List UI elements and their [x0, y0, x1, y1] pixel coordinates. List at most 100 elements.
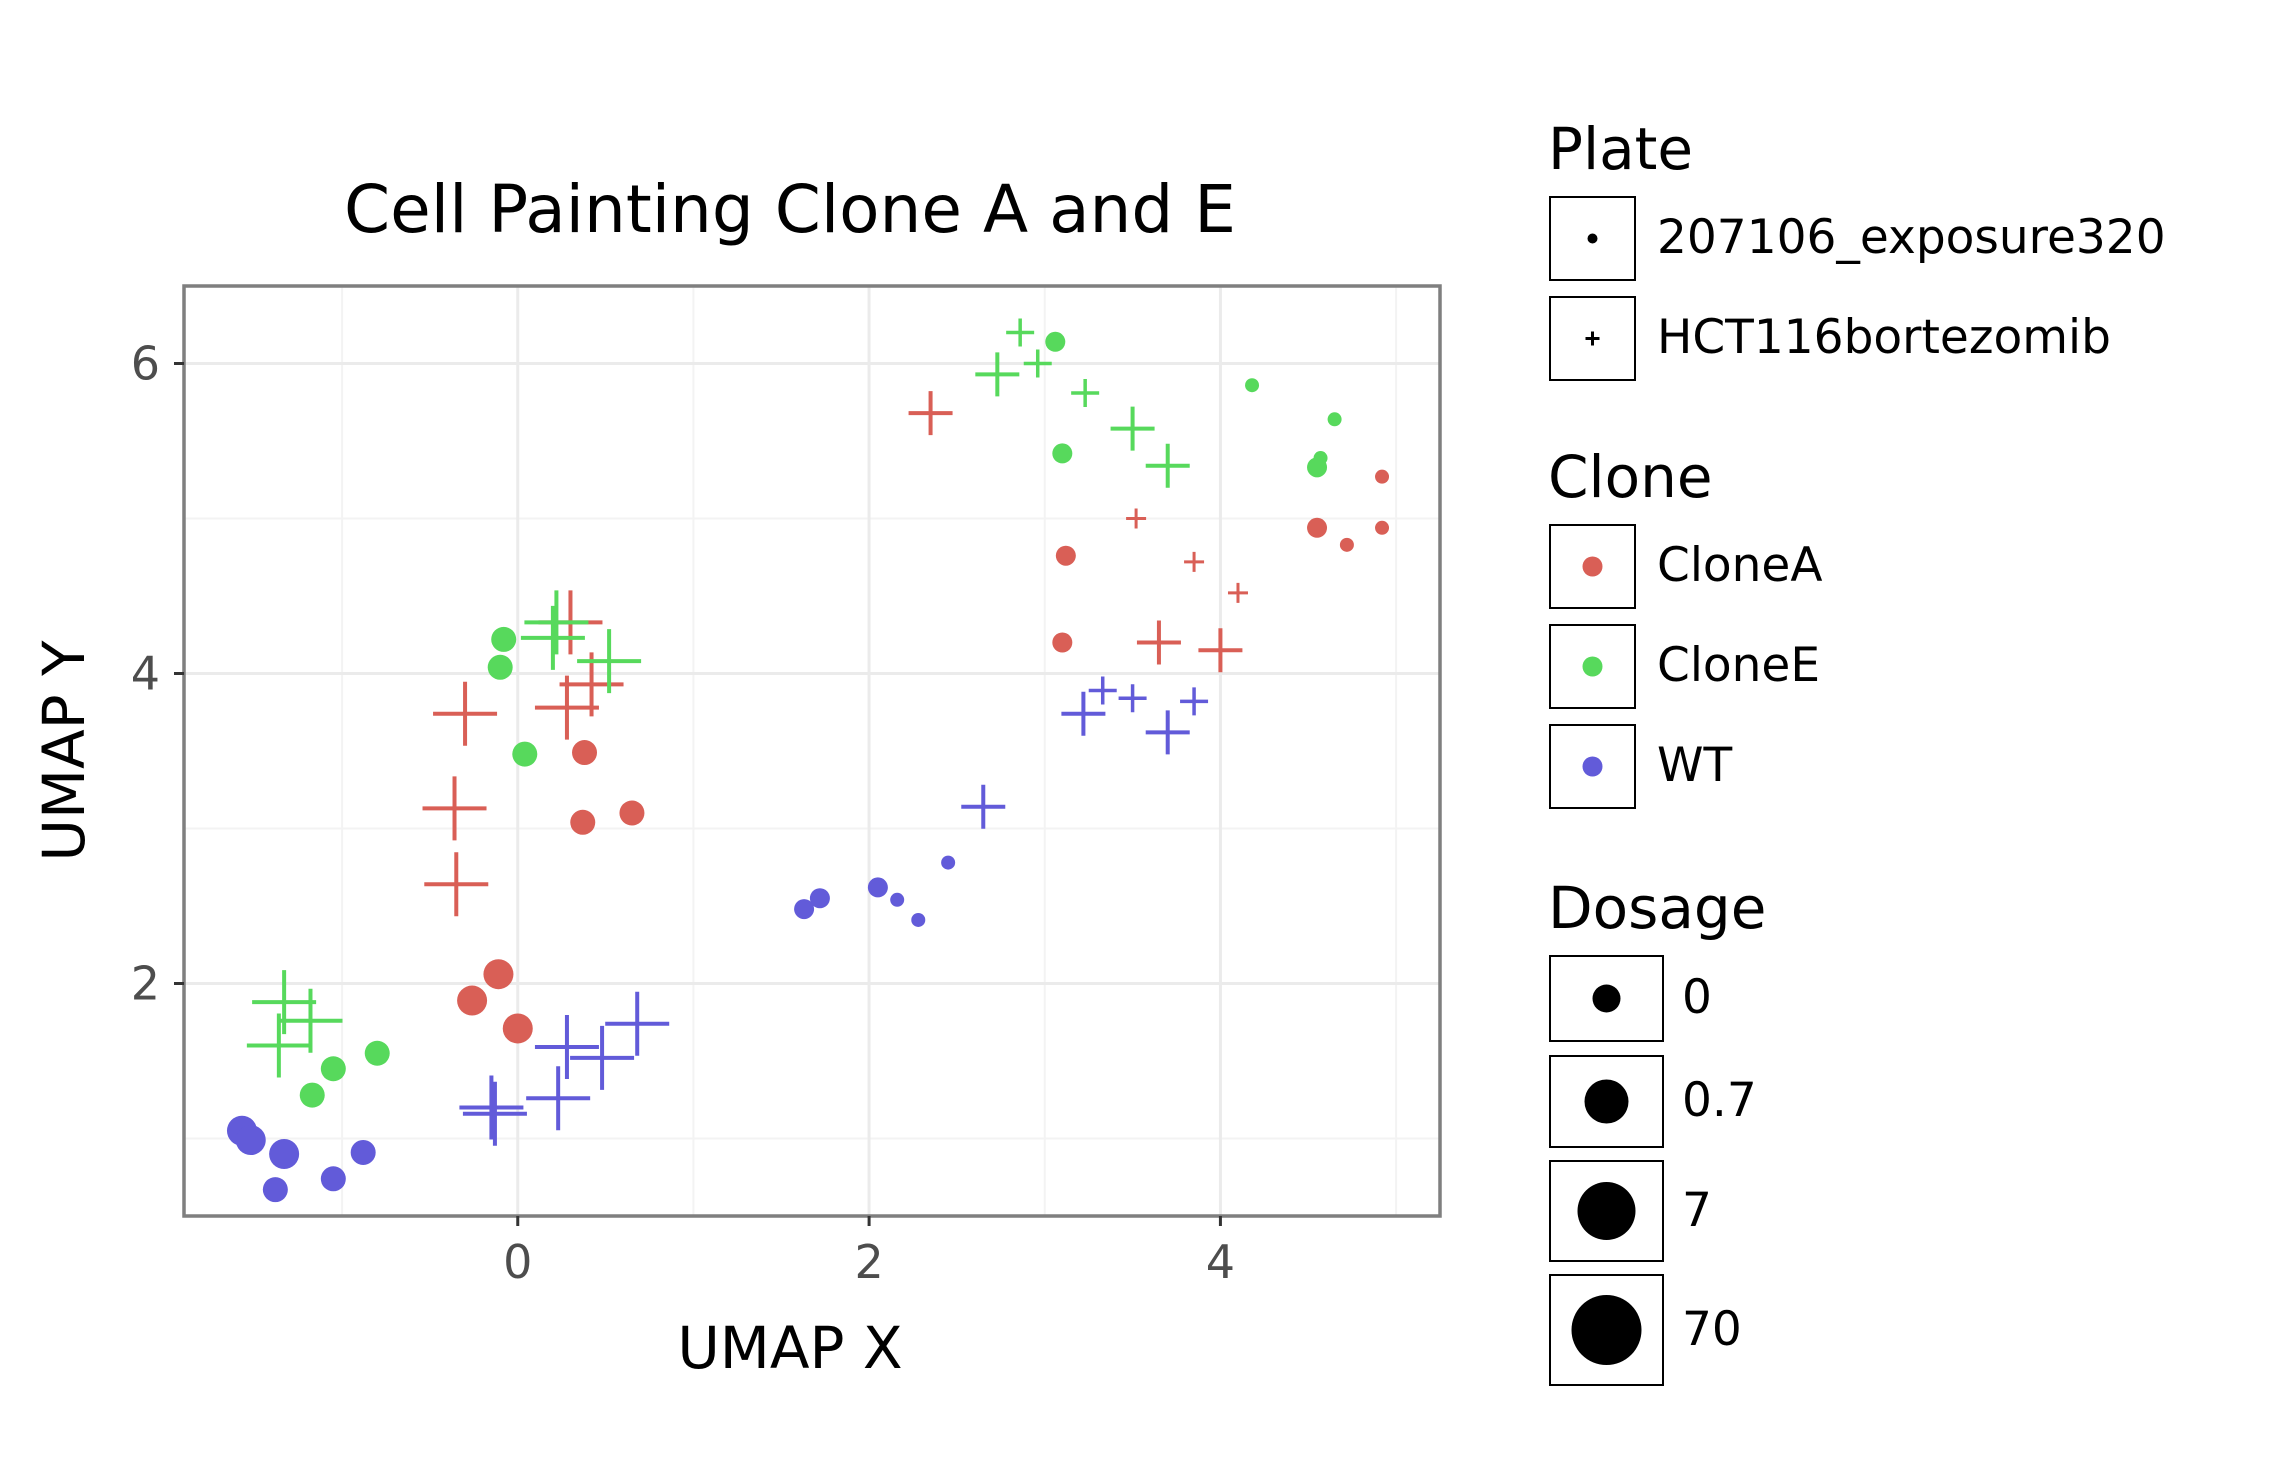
point-clonea-plus-3: [1227, 582, 1248, 603]
point-wt-plus-61: [534, 1015, 599, 1080]
point-wt-dot-54: [941, 855, 956, 870]
point-wt-dot-69: [350, 1139, 376, 1165]
point-clonea-plus-4: [1136, 620, 1181, 665]
legend-clone: Clone CloneA CloneE WT: [1548, 443, 1823, 809]
point-clonee-dot-32: [1245, 378, 1260, 393]
legend-dosage-label-3: 7: [1682, 1183, 1712, 1238]
point-clonea-plus-5: [1198, 628, 1243, 673]
point-clonee-dot-41: [512, 741, 538, 767]
legend-clone-label-3: WT: [1657, 738, 1732, 793]
point-wt-plus-53: [961, 784, 1006, 829]
y-axis-title: UMAP Y: [30, 640, 98, 862]
point-wt-plus-60: [605, 991, 670, 1056]
point-wt-dot-71: [262, 1177, 288, 1203]
point-wt-plus-49: [1118, 684, 1147, 713]
point-clonee-plus-25: [1023, 349, 1052, 378]
legend-dosage-size-7: [1577, 1182, 1636, 1240]
point-clonea-plus-17: [424, 852, 489, 917]
point-clonea-dot-18: [572, 740, 598, 766]
point-wt-dot-56: [890, 892, 905, 907]
point-wt-dot-70: [320, 1166, 346, 1192]
point-clonea-plus-1: [1126, 508, 1147, 529]
x-axis-title: UMAP X: [677, 1314, 902, 1382]
point-clonea-plus-15: [433, 681, 498, 746]
point-clonee-plus-38: [577, 629, 642, 694]
legend-plate: Plate 207106_exposure320 HCT116bortezomi…: [1548, 115, 2166, 381]
point-clonea-dot-20: [619, 800, 645, 826]
legend-clone-swatch-clonee: [1582, 656, 1603, 677]
point-clonee-dot-46: [320, 1056, 346, 1082]
point-clonea-dot-21: [483, 959, 514, 990]
point-clonee-dot-35: [1307, 457, 1328, 478]
axis-ticks: 0 2 4 2 4 6: [131, 337, 1235, 1290]
point-clonee-plus-42: [252, 970, 317, 1035]
legend: Plate 207106_exposure320 HCT116bortezomi…: [1548, 115, 2166, 1386]
point-clonea-dot-10: [1375, 520, 1390, 535]
point-clonee-dot-40: [487, 654, 513, 680]
point-clonea-plus-0: [908, 391, 953, 436]
point-clonea-dot-11: [1375, 469, 1390, 484]
point-clonee-plus-28: [1110, 406, 1155, 451]
point-wt-dot-67: [235, 1125, 266, 1156]
point-clonee-plus-27: [1071, 378, 1100, 407]
point-clonea-plus-2: [1184, 551, 1205, 572]
point-clonee-plus-29: [1145, 443, 1190, 488]
y-tick-label-4: 4: [131, 647, 160, 701]
point-clonee-dot-31: [1052, 443, 1073, 464]
legend-dosage-title: Dosage: [1548, 874, 1766, 942]
point-clonea-plus-14: [534, 675, 599, 740]
legend-clone-swatch-clonea: [1582, 556, 1603, 577]
point-clonea-dot-6: [1055, 545, 1076, 566]
point-wt-plus-62: [570, 1025, 635, 1090]
point-clonea-dot-7: [1052, 632, 1073, 653]
chart-title: Cell Painting Clone A and E: [344, 171, 1236, 248]
point-clonee-dot-33: [1327, 412, 1342, 427]
legend-dosage-label-4: 70: [1682, 1302, 1742, 1357]
data-points: [226, 318, 1390, 1203]
legend-plate-plus-symbol: [1585, 331, 1600, 346]
major-gridlines: [184, 286, 1440, 1216]
point-wt-dot-57: [911, 912, 926, 927]
point-clonea-dot-23: [502, 1013, 533, 1044]
minor-gridlines: [184, 286, 1440, 1216]
point-clonee-plus-37: [520, 605, 585, 670]
x-tick-label-2: 2: [854, 1235, 883, 1289]
point-wt-plus-50: [1180, 687, 1209, 716]
plot-border: [182, 284, 1442, 1218]
legend-dosage: Dosage 0 0.7 7 70: [1548, 874, 1766, 1386]
point-clonea-dot-8: [1307, 517, 1328, 538]
point-clonea-dot-22: [457, 985, 488, 1016]
legend-plate-dot-symbol: [1587, 233, 1598, 244]
point-clonee-plus-26: [975, 352, 1020, 397]
point-clonee-dot-30: [1045, 331, 1066, 352]
legend-clone-label-1: CloneA: [1657, 538, 1823, 593]
point-clonea-dot-19: [570, 809, 596, 835]
plot-panel: [184, 286, 1440, 1216]
legend-dosage-size-0: [1592, 984, 1621, 1013]
legend-plate-label-1: 207106_exposure320: [1657, 210, 2166, 265]
legend-dosage-size-0-7: [1584, 1079, 1629, 1124]
point-clonee-dot-39: [491, 626, 517, 652]
x-tick-label-4: 4: [1206, 1235, 1235, 1289]
legend-clone-label-2: CloneE: [1657, 638, 1820, 693]
point-wt-dot-68: [269, 1139, 300, 1169]
point-clonee-plus-24: [1006, 318, 1035, 347]
legend-clone-swatch-wt: [1582, 756, 1603, 777]
legend-plate-title: Plate: [1548, 115, 1693, 183]
point-clonea-dot-9: [1339, 537, 1354, 552]
point-wt-dot-58: [809, 888, 830, 909]
point-wt-plus-64: [459, 1075, 524, 1140]
point-wt-plus-65: [462, 1081, 527, 1146]
point-wt-plus-48: [1088, 676, 1117, 705]
point-wt-dot-55: [867, 877, 888, 898]
legend-dosage-label-2: 0.7: [1682, 1073, 1757, 1128]
legend-plate-label-2: HCT116bortezomib: [1657, 310, 2111, 365]
x-tick-label-0: 0: [503, 1235, 532, 1289]
point-wt-plus-51: [1061, 691, 1106, 736]
legend-dosage-label-1: 0: [1682, 970, 1712, 1025]
point-wt-plus-63: [526, 1066, 591, 1131]
y-tick-label-6: 6: [131, 337, 160, 391]
point-clonee-dot-47: [299, 1082, 325, 1108]
point-clonee-plus-44: [246, 1013, 311, 1078]
